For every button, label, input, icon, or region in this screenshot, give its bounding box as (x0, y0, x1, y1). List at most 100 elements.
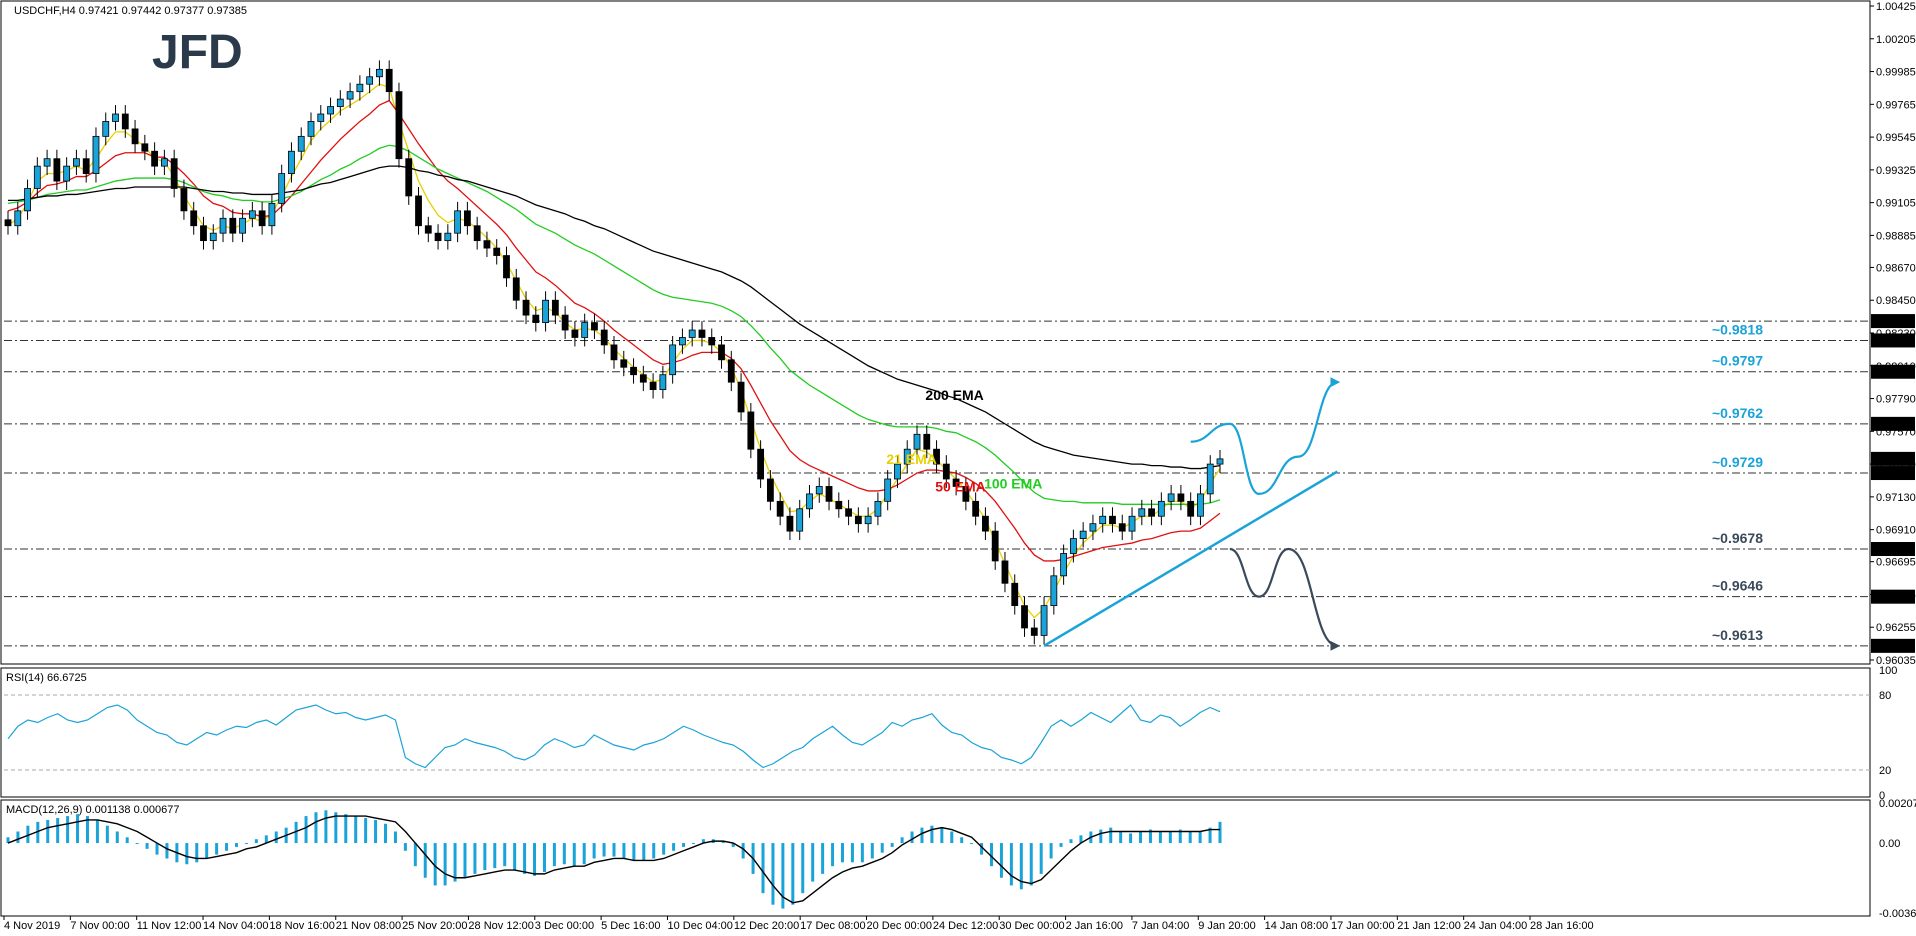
macd-bar (900, 837, 904, 844)
candle-body (1069, 538, 1077, 554)
candle-body (581, 322, 589, 338)
candle-body (620, 359, 628, 368)
candle-body (4, 219, 12, 227)
ema-label: 100 EMA (984, 475, 1042, 491)
macd-bar (1218, 821, 1222, 844)
candle-body (766, 478, 774, 502)
time-tick-label: 30 Dec 00:00 (999, 920, 1064, 932)
candle-body (258, 210, 266, 227)
macd-bar (165, 843, 169, 859)
ema-label: 21 EMA (886, 451, 937, 467)
level-annotation: ~0.9762 (1712, 405, 1763, 421)
candle-body (24, 188, 31, 212)
candle-body (854, 515, 862, 525)
time-tick-label: 3 Dec 00:00 (535, 920, 594, 932)
ascending-trendline (1043, 470, 1338, 647)
macd-bar (1188, 831, 1192, 844)
macd-bar (115, 831, 119, 844)
macd-bar (374, 819, 378, 844)
macd-bar (185, 843, 189, 865)
candle-body (121, 113, 129, 130)
candle-body (1177, 493, 1185, 502)
macd-bar (473, 843, 477, 874)
macd-bar (294, 821, 298, 844)
macd-bar (264, 835, 268, 844)
macd-bar (652, 843, 656, 859)
candle-body (600, 329, 608, 346)
bullish-forecast-path (1190, 377, 1341, 495)
macd-bar (413, 843, 417, 867)
macd-bar (125, 837, 129, 844)
candle-body (679, 337, 686, 346)
price-tick-label: 0.97790 (1876, 394, 1916, 406)
macd-bar (423, 843, 427, 878)
price-tag-box (1871, 466, 1915, 481)
candle-body (776, 500, 784, 517)
price-tag-label: 0.98180 (1874, 335, 1914, 347)
candle-body (102, 121, 110, 137)
100-ema-line (7, 144, 1221, 505)
candle-body (160, 158, 168, 167)
price-tick-label: 0.99545 (1876, 132, 1916, 144)
price-tag-box (1871, 364, 1915, 379)
macd-bar (314, 812, 318, 844)
candle-body (1128, 515, 1136, 532)
time-tick-label: 28 Jan 16:00 (1530, 920, 1594, 932)
time-tick-label: 12 Dec 20:00 (734, 920, 799, 932)
price-tick-label: 0.99105 (1876, 198, 1916, 210)
candle-body (33, 165, 41, 189)
candle-body (424, 225, 432, 234)
candle-body (1148, 508, 1155, 517)
candle-body (688, 329, 696, 338)
time-tick-label: 2 Jan 16:00 (1066, 920, 1124, 932)
macd-bar (701, 839, 705, 844)
macd-bar (26, 825, 30, 844)
candle-body (268, 202, 276, 227)
macd-bar (622, 843, 626, 859)
time-tick-label: 5 Dec 16:00 (601, 920, 660, 932)
rsi-panel-frame (0, 667, 1871, 798)
candle-body (395, 91, 403, 160)
time-tick-label: 10 Dec 04:00 (667, 920, 732, 932)
moving-averages (7, 83, 1221, 619)
macd-bar (850, 843, 854, 863)
level-annotation: ~0.9818 (1712, 321, 1763, 337)
candle-body (1030, 627, 1038, 636)
macd-bar (781, 843, 785, 909)
candle-body (14, 210, 22, 227)
jfd-logo: JFD (152, 26, 243, 79)
price-tick-label: 0.97130 (1876, 492, 1916, 504)
macd-bar (821, 843, 825, 874)
candle-body (493, 247, 501, 256)
macd-bar (56, 818, 60, 844)
macd-bar (1109, 827, 1113, 844)
candle-body (463, 210, 471, 227)
candle-body (727, 359, 735, 383)
candle-body (1040, 605, 1048, 636)
candle-body (835, 500, 843, 510)
macd-bar (145, 843, 149, 849)
candle-body (376, 68, 383, 78)
macd-bar (791, 843, 795, 905)
price-tag-box (1871, 542, 1915, 557)
macd-title: MACD(12,26,9) 0.001138 0.000677 (6, 804, 179, 816)
macd-bar (95, 819, 99, 844)
candle-body (532, 314, 540, 323)
time-tick-label: 11 Nov 12:00 (137, 920, 202, 932)
macd-bar (254, 839, 258, 844)
macd-bar (761, 843, 765, 894)
macd-bar (950, 831, 954, 844)
macd-bar (503, 843, 507, 867)
macd-bar (443, 843, 447, 886)
rsi-tick-label: 0 (1879, 790, 1885, 802)
macd-bar (1069, 839, 1073, 844)
candle-body (698, 329, 706, 338)
time-tick-label: 4 Nov 2019 (4, 920, 60, 932)
macd-bar (1049, 843, 1053, 859)
candle-body (884, 478, 892, 502)
macd-bar (66, 816, 70, 844)
candle-body (591, 322, 598, 331)
candle-body (630, 366, 637, 376)
candle-body (82, 158, 90, 174)
macd-bar (1059, 843, 1063, 847)
